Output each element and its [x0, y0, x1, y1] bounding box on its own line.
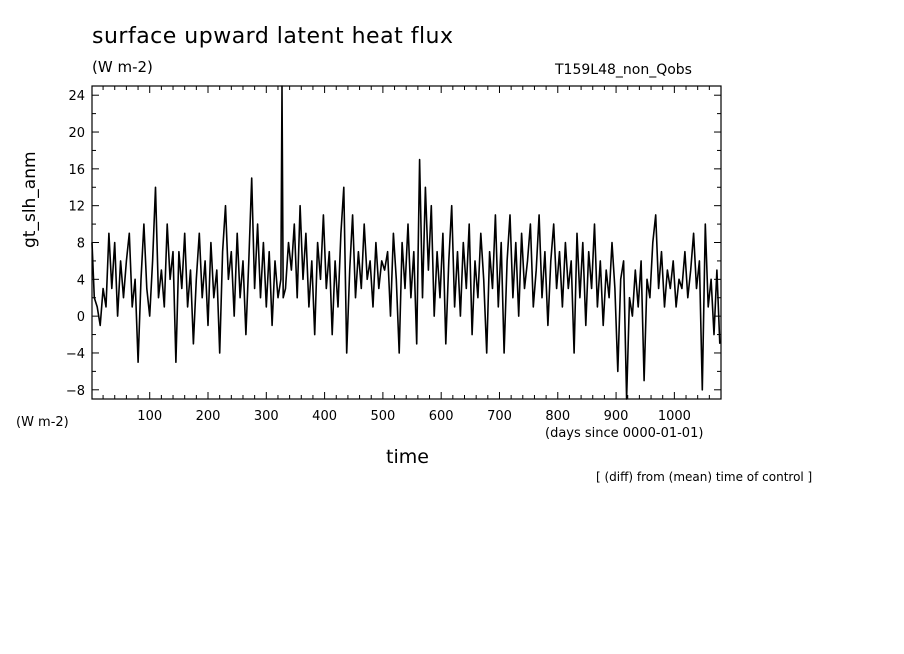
y-tick-label: −8: [66, 384, 85, 399]
series-line: [91, 85, 721, 400]
y-tick-label: 24: [68, 89, 85, 104]
y-tick-label: −4: [66, 347, 85, 362]
y-tick-label: 12: [68, 200, 85, 215]
x-tick-label: 900: [604, 409, 629, 424]
diff-note: [ (diff) from (mean) time of control ]: [596, 470, 813, 484]
x-tick-label: 100: [137, 409, 162, 424]
x-tick-label: 300: [254, 409, 279, 424]
x-axis-units: (days since 0000-01-01): [545, 426, 704, 441]
x-tick-label: 200: [196, 409, 221, 424]
y-tick-label: 4: [77, 273, 85, 288]
y-tick-label: 16: [68, 163, 85, 178]
x-tick-label: 400: [312, 409, 337, 424]
y-tick-label: 8: [77, 237, 85, 252]
y-tick-label: 20: [68, 126, 85, 141]
run-label: T159L48_non_Qobs: [555, 62, 692, 78]
x-tick-label: 1000: [658, 409, 691, 424]
y-axis-units: (W m-2): [16, 415, 69, 430]
x-tick-label: 500: [370, 409, 395, 424]
y-tick-label: 0: [77, 310, 85, 325]
chart-title: surface upward latent heat flux: [92, 24, 454, 49]
y-axis-label: gt_slh_anm: [20, 151, 40, 248]
x-tick-label: 600: [429, 409, 454, 424]
x-axis-label: time: [386, 446, 429, 468]
x-tick-label: 800: [545, 409, 570, 424]
tick-labels: −8 −4 0 4 8 12 16 20 24 100 200 300 400 500 600 700 800 9…: [66, 89, 691, 424]
x-tick-label: 700: [487, 409, 512, 424]
chart-units: (W m-2): [92, 58, 153, 76]
